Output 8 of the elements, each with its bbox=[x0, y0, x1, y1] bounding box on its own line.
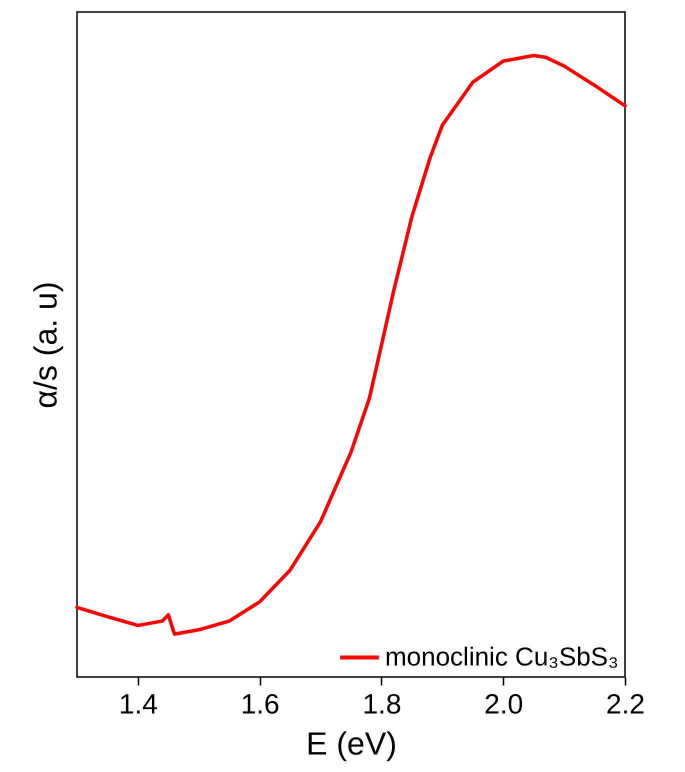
x-tick-label: 1.8 bbox=[362, 688, 402, 720]
x-tick-label: 1.4 bbox=[118, 688, 158, 720]
x-tick-label: 2.0 bbox=[484, 688, 524, 720]
legend-label: monoclinic Cu₃SbS₃ bbox=[385, 642, 619, 672]
x-tick-label: 1.6 bbox=[240, 688, 280, 720]
y-axis-title: α/s (a. u) bbox=[28, 282, 64, 408]
x-axis-title: E (eV) bbox=[306, 726, 397, 762]
x-tick-label: 2.2 bbox=[606, 688, 645, 720]
